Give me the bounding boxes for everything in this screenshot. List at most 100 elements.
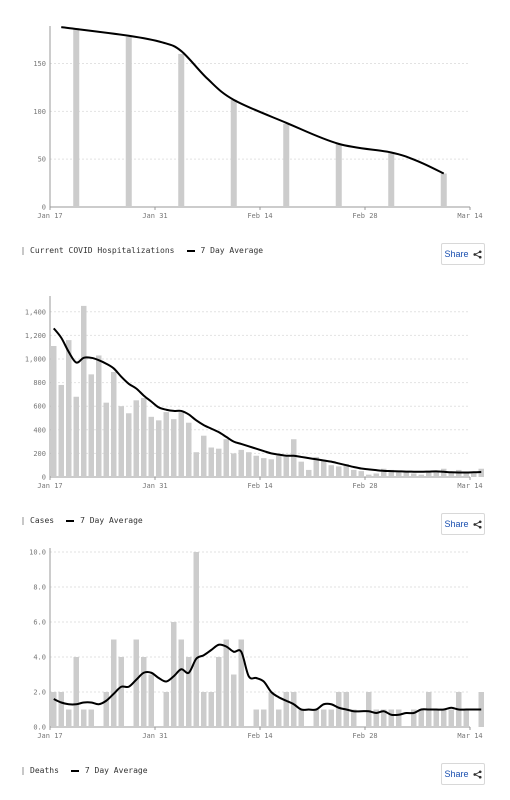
- bar: [321, 460, 327, 477]
- share-label: Share: [444, 519, 469, 529]
- legend-bar-label: Cases: [30, 516, 55, 525]
- share-button[interactable]: Share: [441, 763, 485, 785]
- bar: [178, 639, 184, 727]
- bar: [51, 346, 57, 477]
- y-tick-label: 1,400: [25, 308, 46, 316]
- bar: [306, 469, 312, 477]
- bar: [358, 471, 364, 477]
- cases-panel: 0 200 400 600 800 1,000 1,200 1,400 Jan 17 Jan 31…: [0, 270, 510, 540]
- bar: [321, 709, 327, 727]
- cases-legend: Cases 7 Day Average: [22, 516, 143, 525]
- bar: [441, 709, 447, 727]
- bar: [73, 28, 80, 207]
- bar: [103, 692, 109, 727]
- bar: [58, 384, 64, 477]
- legend-bar-label: Deaths: [30, 766, 59, 775]
- bar: [403, 471, 409, 477]
- bar: [126, 413, 132, 477]
- legend-line-label: 7 Day Average: [200, 246, 264, 255]
- bar: [178, 53, 185, 208]
- line-swatch: [66, 519, 75, 522]
- bar: [373, 473, 379, 477]
- bar: [440, 173, 447, 207]
- x-tick-label: Feb 28: [352, 212, 377, 220]
- bar: [73, 396, 79, 477]
- bar: [246, 452, 252, 477]
- bar: [343, 464, 349, 477]
- y-tick-label: 600: [33, 403, 46, 411]
- bar: [411, 709, 417, 727]
- bar: [216, 657, 222, 727]
- share-label: Share: [444, 249, 469, 259]
- bar: [433, 709, 439, 727]
- bar: [178, 412, 184, 477]
- bar: [261, 458, 267, 477]
- bar: [411, 473, 417, 477]
- y-tick-label: 0: [42, 474, 46, 482]
- line-swatch: [186, 249, 195, 252]
- bar: [88, 709, 94, 727]
- y-tick-label: 0: [42, 204, 46, 212]
- bar: [163, 412, 169, 477]
- y-tick-label: 6.0: [33, 619, 46, 627]
- bar: [238, 639, 244, 727]
- bar: [396, 709, 402, 727]
- share-icon: [472, 769, 482, 779]
- bar: [66, 340, 72, 477]
- bar: [111, 371, 117, 477]
- bar-swatch: [22, 516, 24, 525]
- deaths-panel: 0.0 2.0 4.0 6.0 8.0 10.0 Jan 17 Jan 31 Feb 14 Feb…: [0, 540, 510, 800]
- bar: [201, 692, 207, 727]
- cases-chart: 0 200 400 600 800 1,000 1,200 1,400 Jan 17 Jan 31…: [25, 296, 484, 490]
- share-button[interactable]: Share: [441, 513, 485, 535]
- bar: [88, 374, 94, 477]
- bar: [328, 465, 334, 477]
- x-tick-label: Jan 17: [37, 732, 62, 740]
- bar: [433, 471, 439, 477]
- y-tick-label: 800: [33, 379, 46, 387]
- bar: [313, 456, 319, 477]
- bar: [268, 692, 274, 727]
- bar: [230, 99, 237, 207]
- bar: [336, 692, 342, 727]
- bar: [238, 449, 244, 477]
- bar: [463, 709, 469, 727]
- bar: [163, 692, 169, 727]
- bar: [141, 397, 147, 477]
- bar: [335, 143, 342, 207]
- bar: [118, 657, 124, 727]
- bar: [276, 709, 282, 727]
- bar: [313, 709, 319, 727]
- bar: [171, 419, 177, 477]
- bar: [283, 692, 289, 727]
- bar: [291, 692, 297, 727]
- bar: [261, 709, 267, 727]
- legend-line-label: 7 Day Average: [84, 766, 148, 775]
- x-tick-label: Jan 17: [37, 482, 62, 490]
- bar: [133, 639, 139, 727]
- bar: [186, 422, 192, 477]
- bar: [298, 461, 304, 477]
- x-tick-label: Mar 14: [457, 482, 482, 490]
- x-tick-label: Feb 28: [352, 732, 377, 740]
- bar: [366, 474, 372, 477]
- bar: [388, 152, 395, 207]
- bar: [268, 459, 274, 477]
- y-tick-label: 1,200: [25, 332, 46, 340]
- seven-day-average-line: [52, 327, 482, 474]
- x-tick-label: Jan 31: [142, 482, 167, 490]
- share-button[interactable]: Share: [441, 243, 485, 265]
- bar: [351, 469, 357, 477]
- bar: [125, 36, 132, 207]
- deaths-chart: 0.0 2.0 4.0 6.0 8.0 10.0 Jan 17 Jan 31 Feb 14 Feb…: [29, 548, 484, 740]
- y-tick-label: 4.0: [33, 654, 46, 662]
- bar: [193, 452, 199, 477]
- bar: [141, 657, 147, 727]
- bar: [223, 439, 229, 477]
- bar: [471, 473, 477, 477]
- bar-swatch: [22, 766, 24, 775]
- hospitalizations-chart: 0 50 100 150 Jan 17 Jan 31 Feb 14 Feb 28 Mar 14: [33, 26, 483, 220]
- bar: [73, 657, 79, 727]
- bar: [283, 456, 289, 477]
- bar: [298, 709, 304, 727]
